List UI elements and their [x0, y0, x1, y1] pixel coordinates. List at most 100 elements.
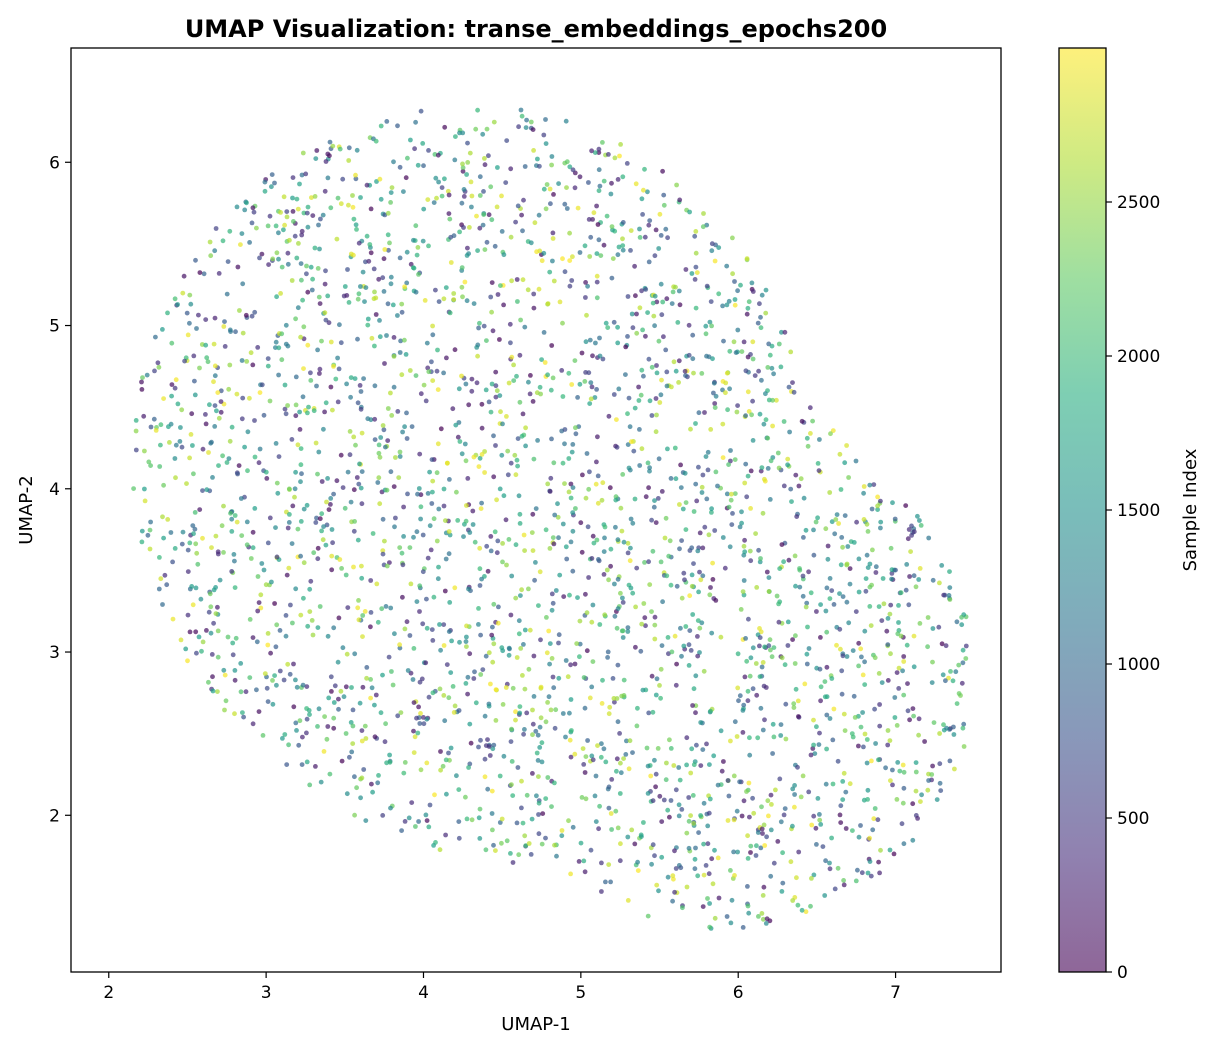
scatter-point [449, 638, 454, 644]
scatter-point [328, 339, 334, 345]
scatter-point [680, 905, 685, 911]
scatter-point [726, 298, 732, 304]
scatter-point [580, 472, 585, 478]
scatter-point [516, 493, 522, 499]
scatter-point [652, 853, 657, 859]
scatter-point [796, 483, 802, 489]
scatter-point [639, 621, 645, 627]
scatter-point [788, 859, 794, 865]
scatter-point [545, 775, 551, 780]
scatter-point [670, 289, 676, 295]
scatter-point [345, 267, 350, 272]
scatter-point [528, 373, 533, 378]
scatter-point [947, 585, 953, 590]
scatter-point [560, 521, 566, 527]
scatter-point [483, 387, 489, 393]
scatter-point [356, 481, 362, 487]
scatter-point [420, 141, 426, 146]
scatter-point [732, 279, 737, 284]
scatter-point [424, 596, 429, 602]
scatter-point [827, 860, 832, 866]
scatter-point [686, 845, 692, 851]
scatter-point [164, 582, 170, 588]
scatter-point [645, 460, 651, 466]
scatter-point [236, 463, 242, 468]
scatter-point [776, 619, 782, 625]
colorbar-tick-label: 1000 [1117, 655, 1160, 675]
scatter-point [853, 458, 859, 464]
scatter-point [876, 604, 882, 609]
scatter-point [690, 612, 696, 617]
scatter-point [568, 481, 574, 487]
scatter-point [742, 537, 747, 543]
scatter-point [672, 848, 677, 854]
scatter-point [710, 577, 716, 582]
scatter-point [672, 633, 678, 639]
scatter-point [593, 819, 599, 824]
scatter-point [587, 469, 592, 475]
scatter-point [521, 731, 526, 737]
scatter-point [790, 380, 795, 385]
scatter-point [429, 457, 435, 462]
scatter-point [562, 441, 567, 447]
scatter-point [864, 760, 870, 766]
scatter-point [223, 698, 229, 704]
scatter-point [538, 637, 543, 643]
scatter-point [344, 791, 350, 797]
scatter-point [575, 595, 580, 600]
scatter-point [766, 813, 771, 819]
scatter-point [953, 669, 959, 675]
scatter-point [693, 229, 699, 234]
scatter-point [520, 820, 526, 826]
scatter-point [643, 623, 648, 629]
scatter-point [757, 301, 762, 307]
scatter-point [686, 352, 692, 358]
scatter-point [421, 163, 426, 169]
scatter-point [910, 837, 916, 843]
scatter-point [536, 800, 542, 806]
x-axis-label: UMAP-1 [501, 1014, 570, 1035]
scatter-point [744, 494, 750, 500]
scatter-point [873, 564, 879, 570]
scatter-point [513, 219, 518, 225]
scatter-point [287, 512, 292, 517]
scatter-point [596, 188, 602, 194]
scatter-point [794, 875, 799, 881]
scatter-point [823, 608, 829, 614]
scatter-point [517, 511, 523, 517]
scatter-point [455, 518, 461, 523]
scatter-point [345, 469, 351, 475]
scatter-point [676, 765, 682, 770]
scatter-point [372, 383, 378, 389]
scatter-point [304, 271, 309, 277]
scatter-point [609, 827, 614, 832]
scatter-point [830, 428, 836, 433]
scatter-point [372, 289, 377, 295]
scatter-point [430, 378, 436, 383]
scatter-point [632, 496, 638, 502]
scatter-point [708, 708, 713, 714]
scatter-point [879, 680, 885, 685]
scatter-point [308, 578, 314, 584]
scatter-point [280, 736, 285, 741]
scatter-point [781, 812, 787, 818]
scatter-point [889, 576, 894, 582]
scatter-point [858, 646, 864, 652]
scatter-point [443, 757, 449, 763]
scatter-point [700, 224, 706, 230]
scatter-point [273, 644, 279, 650]
scatter-point [407, 545, 413, 550]
scatter-point [500, 559, 505, 565]
scatter-point [632, 263, 637, 269]
scatter-point [299, 232, 305, 238]
scatter-point [741, 543, 747, 549]
scatter-point [619, 528, 625, 534]
scatter-point [431, 843, 436, 848]
scatter-point [599, 860, 604, 866]
scatter-point [837, 812, 843, 818]
scatter-point [635, 705, 640, 711]
scatter-point [548, 707, 554, 713]
scatter-point [759, 664, 765, 670]
scatter-point [633, 644, 638, 650]
scatter-point [743, 636, 748, 641]
